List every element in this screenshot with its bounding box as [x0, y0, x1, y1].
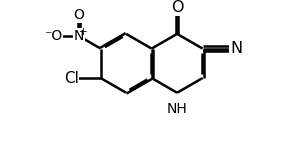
- Text: O: O: [74, 8, 84, 22]
- Text: N: N: [230, 41, 242, 56]
- Text: O: O: [171, 0, 183, 15]
- Text: +: +: [79, 27, 88, 37]
- Text: Cl: Cl: [64, 70, 79, 86]
- Text: ⁻O: ⁻O: [44, 29, 62, 43]
- Text: N: N: [74, 29, 84, 43]
- Text: NH: NH: [167, 102, 187, 116]
